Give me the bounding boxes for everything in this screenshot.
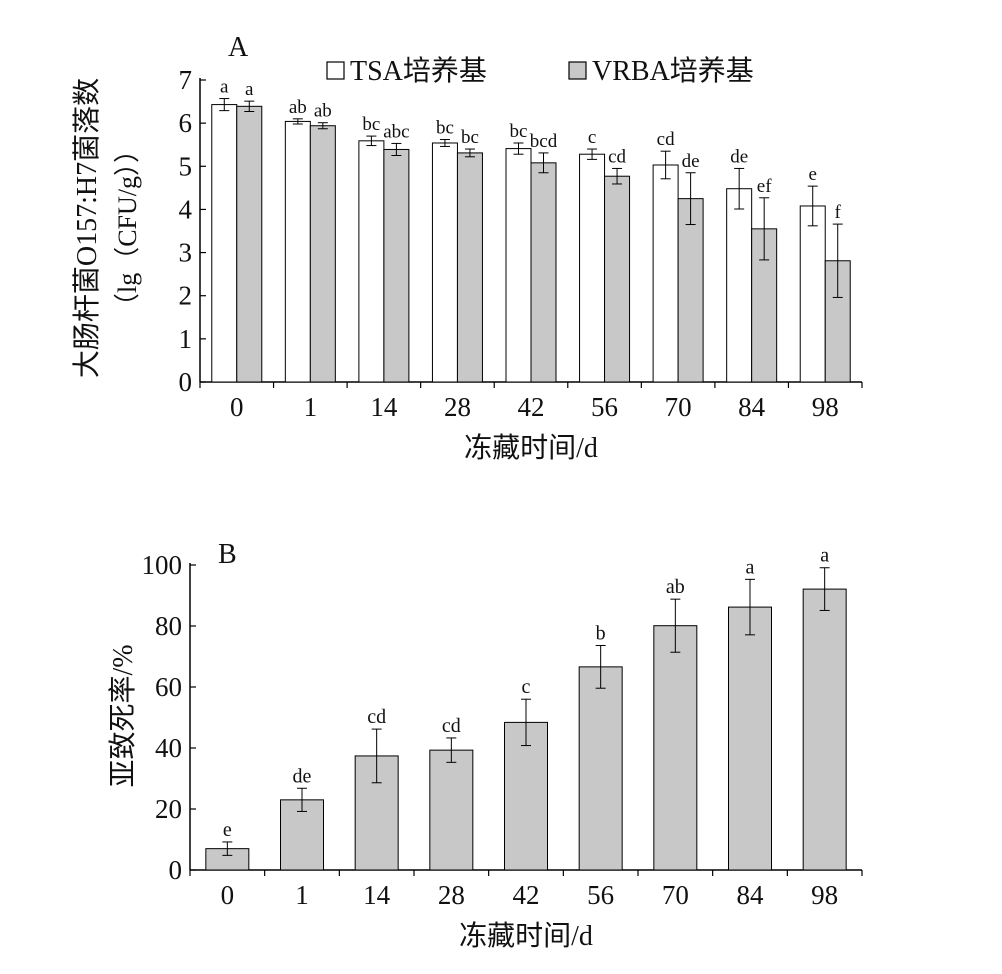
x-tick-label: 42 [518,392,545,422]
x-tick-label: 56 [587,880,614,910]
y-tick-label: 60 [155,672,182,702]
bar-s2 [236,105,263,383]
bar-s1 [429,749,474,871]
bar-s2 [530,162,557,383]
x-tick-label: 70 [662,880,689,910]
significance-label: e [223,819,232,841]
significance-label: cd [367,706,386,728]
significance-label: bcd [530,131,558,152]
significance-label: bc [461,127,479,148]
y-tick-label: 4 [179,194,193,224]
y-tick-label: 5 [179,151,193,181]
significance-label: cd [657,129,675,150]
bar-s1 [504,721,548,871]
x-tick-label: 28 [444,392,471,422]
y-tick-label: 40 [155,733,182,763]
bar-s2 [456,152,483,383]
y-tick-label: 100 [142,550,183,580]
x-tick-label: 84 [737,880,765,910]
y-tick-label: 80 [155,611,182,641]
bar-s1 [726,188,753,383]
significance-label: de [293,765,312,787]
y-tick-label: 1 [179,324,193,354]
significance-label: bc [362,114,380,135]
bar-s2 [677,198,704,383]
significance-label: ef [757,176,772,197]
panel-label: B [218,539,237,570]
x-tick-label: 56 [591,392,618,422]
x-tick-label: 84 [738,392,766,422]
bar-s2 [383,148,410,383]
x-tick-label: 1 [304,392,318,422]
legend-label-vrba: VRBA培养基 [592,55,754,87]
bar-s2 [604,175,631,383]
bar-s1 [358,140,385,383]
significance-label: bc [436,118,454,139]
y-tick-label: 20 [155,794,182,824]
panel-label: A [228,32,249,63]
y-tick-label: 3 [179,238,193,268]
significance-label: bc [510,121,528,142]
bar-s1 [431,142,458,383]
significance-label: abc [383,121,409,142]
x-tick-label: 42 [513,880,540,910]
significance-label: e [809,164,817,185]
significance-label: a [820,545,829,567]
bar-s1 [802,588,847,871]
x-tick-label: 28 [438,880,465,910]
y-tick-label: 0 [169,855,183,885]
significance-label: c [588,127,596,148]
x-tick-label: 1 [295,880,309,910]
bar-s1 [653,625,698,871]
legend-swatch-tsa [326,61,345,80]
significance-label: a [245,79,254,100]
bar-s1 [728,606,772,871]
significance-label: de [682,151,700,172]
x-axis-label: 冻藏时间/d [464,432,598,464]
y-tick-label: 6 [179,108,193,138]
bar-s1 [799,205,826,383]
bar-s1 [211,104,238,383]
significance-label: cd [442,715,461,737]
x-tick-label: 0 [221,880,235,910]
significance-label: f [835,202,842,223]
y-tick-label: 0 [179,367,193,397]
x-tick-label: 98 [811,880,838,910]
significance-label: ab [314,101,332,122]
y-tick-label: 7 [179,65,193,95]
bar-s2 [309,125,336,383]
significance-label: b [596,623,606,645]
x-tick-label: 98 [812,392,839,422]
y-axis-label-unit: （lg（CFU/g）） [113,137,142,319]
significance-label: de [730,146,748,167]
bar-s1 [505,148,532,383]
bar-s1 [284,120,311,383]
significance-label: cd [608,146,626,167]
x-tick-label: 14 [363,880,391,910]
x-tick-label: 14 [370,392,398,422]
bar-s1 [652,164,679,383]
significance-label: ab [666,576,685,598]
significance-label: c [522,676,531,698]
x-tick-label: 0 [230,392,244,422]
significance-label: a [220,77,229,98]
x-axis-label: 冻藏时间/d [459,920,593,952]
y-axis-label: 亚致死率/% [107,644,139,787]
significance-label: ab [289,97,307,118]
y-axis-label: 大肠杆菌O157:H7菌落数 [71,78,103,378]
legend-swatch-vrba [568,61,587,80]
bar-s1 [578,666,623,871]
bar-s1 [579,153,606,383]
y-tick-label: 2 [179,281,193,311]
legend-label-tsa: TSA培养基 [350,55,487,87]
significance-label: a [746,556,755,578]
bar-s1 [280,799,324,871]
x-tick-label: 70 [665,392,692,422]
